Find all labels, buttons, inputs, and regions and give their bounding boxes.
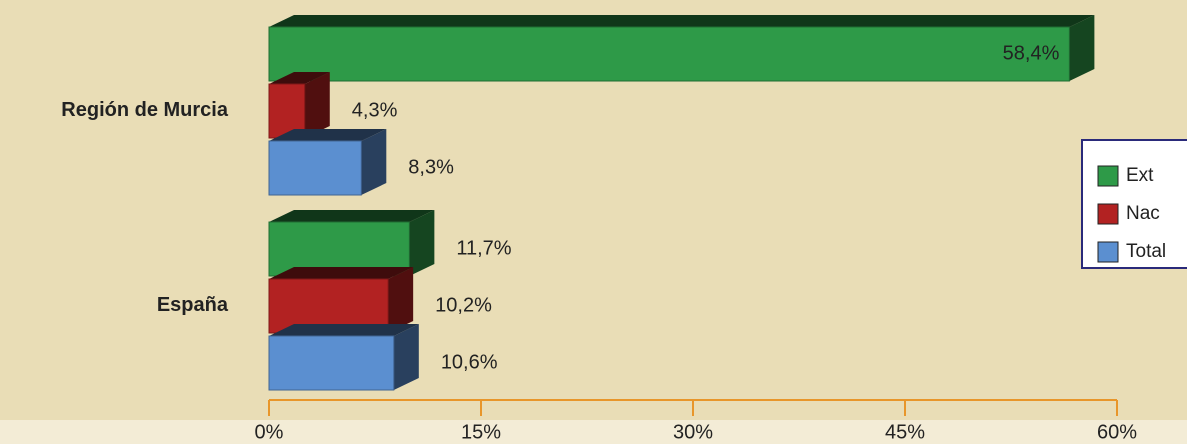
bar xyxy=(268,210,435,277)
bottom-strip xyxy=(0,420,1187,444)
bar xyxy=(268,72,330,139)
bar-side xyxy=(409,210,435,276)
bar-side xyxy=(1069,15,1095,81)
value-label: 10,6% xyxy=(441,351,498,373)
bar xyxy=(268,15,1095,82)
x-tick-label: 45% xyxy=(885,421,925,443)
bar-top xyxy=(269,129,387,141)
bar-top xyxy=(269,324,419,336)
bar-side xyxy=(393,324,419,390)
bar-front xyxy=(268,26,1070,82)
x-tick-label: 15% xyxy=(461,421,501,443)
bar-side xyxy=(304,72,330,138)
legend-label: Nac xyxy=(1126,203,1160,224)
value-label: 11,7% xyxy=(456,237,511,259)
bar-front xyxy=(268,140,362,196)
value-label: 8,3% xyxy=(408,156,454,178)
category-label: España xyxy=(157,294,229,316)
category-label: Región de Murcia xyxy=(61,99,229,121)
x-tick-label: 0% xyxy=(255,421,284,443)
bar-top xyxy=(269,210,435,222)
x-tick-label: 30% xyxy=(673,421,713,443)
x-tick-label: 60% xyxy=(1097,421,1137,443)
bar-top xyxy=(269,267,414,279)
value-label: 10,2% xyxy=(435,294,492,316)
legend-swatch xyxy=(1097,241,1119,263)
legend-label: Total xyxy=(1126,241,1166,262)
bar-side xyxy=(361,129,387,195)
bar xyxy=(268,267,414,334)
bar-top xyxy=(269,72,330,84)
bar-front xyxy=(268,335,395,391)
bar xyxy=(268,324,419,391)
bar-top xyxy=(269,15,1095,27)
value-label: 4,3% xyxy=(352,99,398,121)
bar-side xyxy=(388,267,414,333)
value-label: 58,4% xyxy=(1003,42,1060,64)
legend-swatch xyxy=(1097,165,1119,187)
legend-swatch xyxy=(1097,203,1119,225)
bar xyxy=(268,129,387,196)
legend-label: Ext xyxy=(1126,165,1154,186)
